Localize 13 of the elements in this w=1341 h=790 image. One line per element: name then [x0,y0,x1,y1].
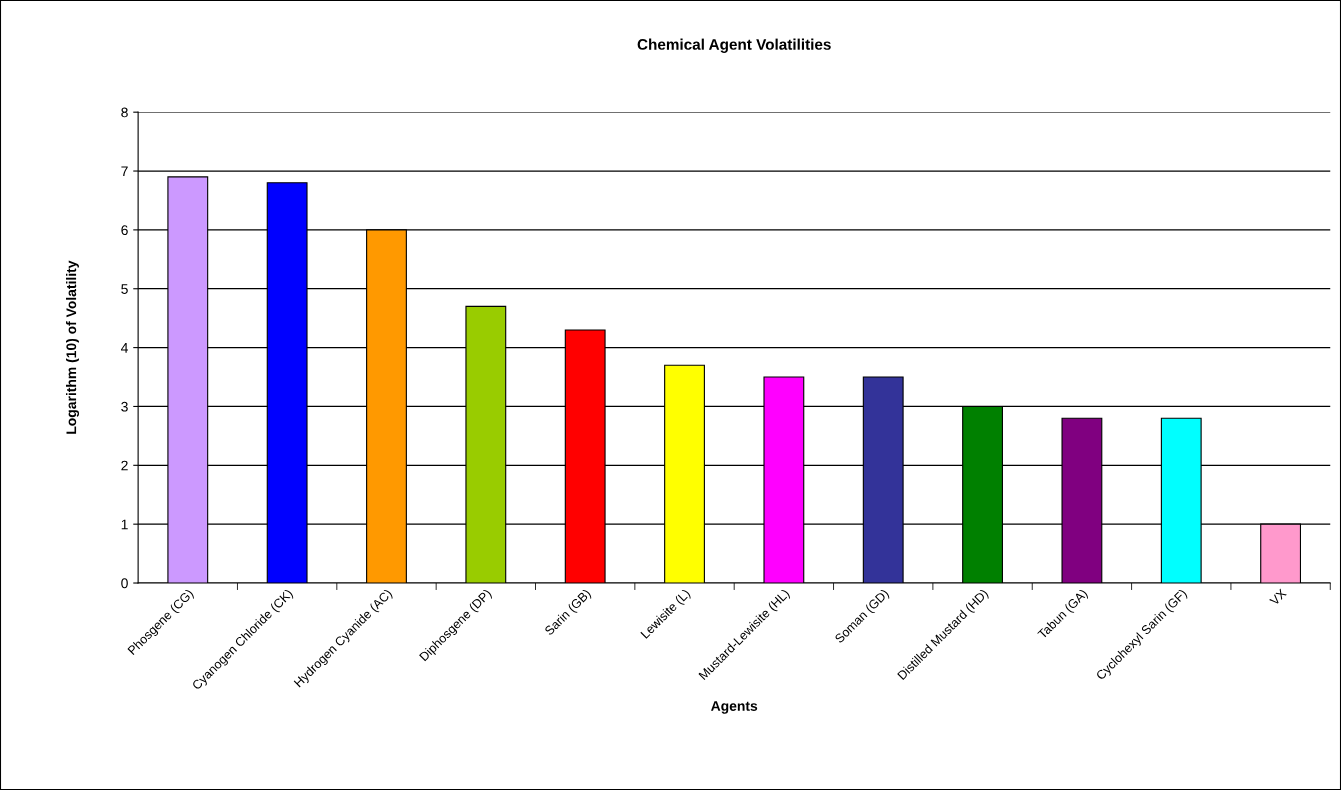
y-tick-label: 2 [121,460,128,471]
y-tick-label: 0 [121,578,128,589]
x-tick-label: VX [1269,588,1287,607]
x-axis-title: Agents [711,701,758,714]
y-tick-label: 5 [121,284,128,294]
y-tick-label: 7 [121,166,128,177]
y-tick-label: 1 [121,519,128,530]
y-axis-title: Logarithm (10) of Volatility [66,260,80,434]
chart-title: Chemical Agent Volatilities [637,38,831,53]
y-tick-label: 4 [121,343,128,353]
y-tick-label: 8 [121,107,128,118]
y-tick-label: 6 [121,225,128,236]
y-tick-label: 3 [121,401,128,412]
